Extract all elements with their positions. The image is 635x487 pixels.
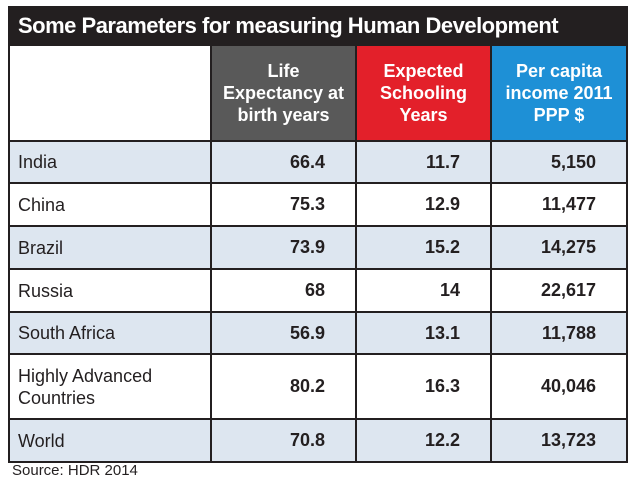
cell-value: 68 [212,268,357,311]
cell-value: 13,723 [492,418,628,461]
cell-value: 22,617 [492,268,628,311]
cell-value: 14 [357,268,492,311]
column-header: Expected Schooling Years [357,46,492,140]
row-label: India [8,140,212,182]
cell-value: 14,275 [492,225,628,268]
cell-value: 13.1 [357,311,492,353]
cell-value: 11,788 [492,311,628,353]
cell-value: 11.7 [357,140,492,182]
column-header: Per capita income 2011 PPP $ [492,46,628,140]
row-label: Highly Advanced Countries [8,353,212,418]
row-label: Russia [8,268,212,311]
row-label: China [8,182,212,225]
row-label: Brazil [8,225,212,268]
cell-value: 12.9 [357,182,492,225]
cell-value: 40,046 [492,353,628,418]
cell-value: 70.8 [212,418,357,461]
column-header: Life Expectancy at birth years [212,46,357,140]
cell-value: 5,150 [492,140,628,182]
cell-value: 16.3 [357,353,492,418]
source: Source: HDR 2014 [12,462,138,479]
header-blank [8,46,212,140]
cell-value: 11,477 [492,182,628,225]
title: Some Parameters for measuring Human Deve… [8,6,628,46]
row-label: World [8,418,212,461]
cell-value: 73.9 [212,225,357,268]
cell-value: 12.2 [357,418,492,461]
cell-value: 56.9 [212,311,357,353]
row-label: South Africa [8,311,212,353]
cell-value: 75.3 [212,182,357,225]
cell-value: 80.2 [212,353,357,418]
cell-value: 66.4 [212,140,357,182]
cell-value: 15.2 [357,225,492,268]
